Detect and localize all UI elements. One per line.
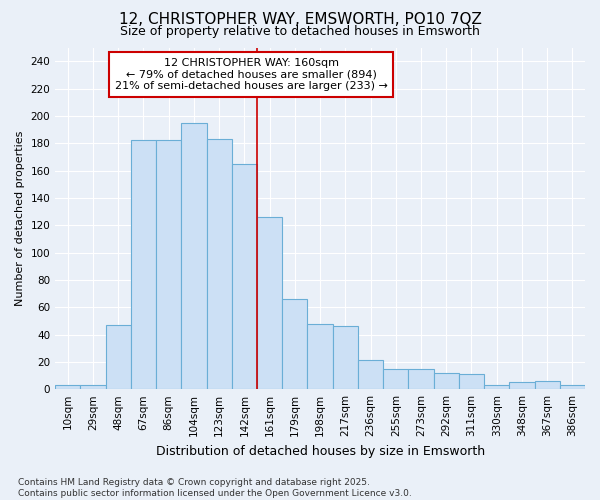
X-axis label: Distribution of detached houses by size in Emsworth: Distribution of detached houses by size …	[155, 444, 485, 458]
Bar	[282, 299, 307, 389]
Bar	[307, 324, 332, 389]
Bar	[459, 374, 484, 389]
Bar	[55, 385, 80, 389]
Bar	[156, 140, 181, 389]
Bar	[131, 140, 156, 389]
Bar	[383, 368, 409, 389]
Text: Contains HM Land Registry data © Crown copyright and database right 2025.
Contai: Contains HM Land Registry data © Crown c…	[18, 478, 412, 498]
Bar	[409, 368, 434, 389]
Text: 12, CHRISTOPHER WAY, EMSWORTH, PO10 7QZ: 12, CHRISTOPHER WAY, EMSWORTH, PO10 7QZ	[119, 12, 481, 28]
Bar	[535, 381, 560, 389]
Bar	[509, 382, 535, 389]
Text: 12 CHRISTOPHER WAY: 160sqm
← 79% of detached houses are smaller (894)
21% of sem: 12 CHRISTOPHER WAY: 160sqm ← 79% of deta…	[115, 58, 388, 91]
Bar	[232, 164, 257, 389]
Bar	[257, 217, 282, 389]
Y-axis label: Number of detached properties: Number of detached properties	[15, 130, 25, 306]
Bar	[80, 385, 106, 389]
Bar	[560, 385, 585, 389]
Bar	[434, 373, 459, 389]
Bar	[358, 360, 383, 389]
Bar	[206, 139, 232, 389]
Text: Size of property relative to detached houses in Emsworth: Size of property relative to detached ho…	[120, 25, 480, 38]
Bar	[484, 385, 509, 389]
Bar	[181, 122, 206, 389]
Bar	[106, 325, 131, 389]
Bar	[332, 326, 358, 389]
